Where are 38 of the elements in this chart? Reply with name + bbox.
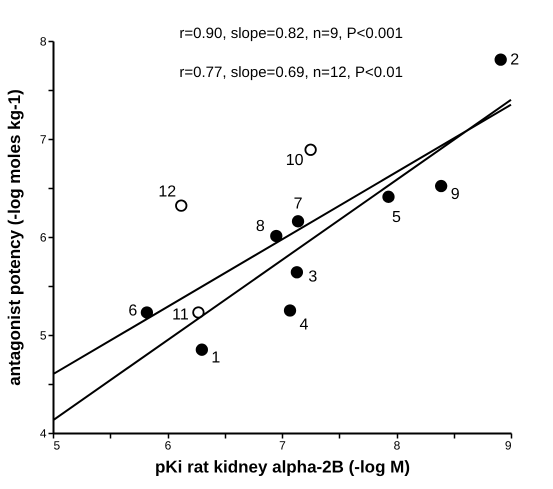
point — [494, 53, 507, 66]
point — [196, 344, 208, 356]
annotation: r=0.90, slope=0.82, n=9, P<0.001 — [179, 25, 403, 42]
annotation: 7 — [294, 195, 303, 212]
y-tick-label: 5 — [40, 328, 47, 342]
point — [284, 304, 296, 317]
annotation: 2 — [510, 52, 520, 69]
annotation: 3 — [308, 268, 318, 286]
point — [304, 144, 317, 156]
x-tick-label: 5 — [54, 438, 60, 452]
x-tick-label: 7 — [279, 438, 286, 452]
x-tick-label: 9 — [504, 438, 512, 452]
annotation: 4 — [300, 316, 309, 334]
x-tick-label: 8 — [394, 438, 401, 452]
y-tick-label: 7 — [40, 132, 47, 146]
y-tick-label: 8 — [40, 34, 47, 48]
annotation: 10 — [286, 152, 304, 169]
point — [435, 180, 448, 192]
annotation: 9 — [450, 186, 460, 204]
point — [290, 266, 304, 278]
point — [270, 230, 282, 242]
annotation: r=0.77, slope=0.69, n=12, P<0.01 — [179, 64, 403, 81]
y-tick-label: 6 — [40, 230, 47, 244]
y-tick-label: 4 — [40, 426, 47, 440]
annotation: 11 — [172, 306, 189, 324]
annotation: 6 — [128, 302, 138, 320]
annotation: 5 — [392, 208, 402, 226]
annotation: 1 — [211, 350, 220, 367]
annotation: 8 — [256, 218, 265, 236]
point — [292, 215, 304, 228]
point — [140, 306, 154, 319]
point — [382, 190, 395, 203]
point — [175, 200, 188, 212]
annotation: 12 — [158, 184, 176, 201]
x-tick-label: 6 — [164, 438, 172, 452]
point — [192, 306, 205, 319]
y-axis-title: antagonist potency (-log moles kg-1) — [4, 89, 24, 386]
x-axis-title: pKi rat kidney alpha-2B (-log M) — [154, 458, 410, 476]
